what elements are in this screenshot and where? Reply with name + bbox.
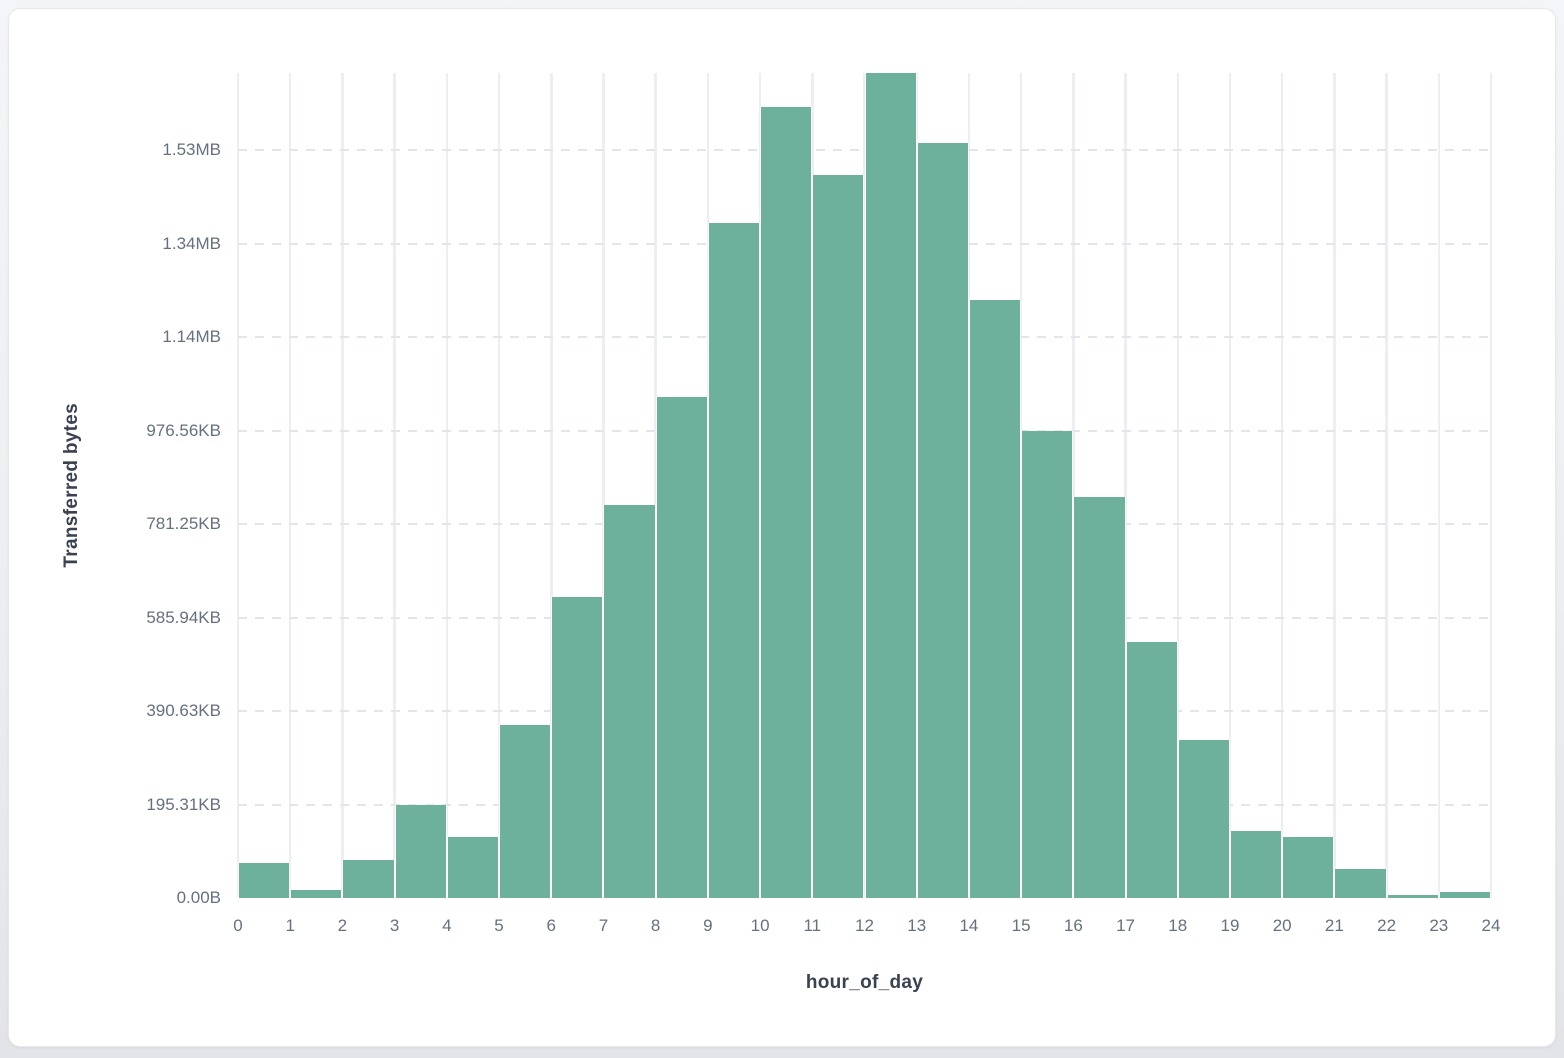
x-tick-label: 12	[855, 916, 874, 935]
x-tick-label: 14	[959, 916, 979, 935]
x-tick-label: 4	[442, 916, 452, 935]
histogram-bar[interactable]	[916, 142, 969, 898]
x-tick-label: 18	[1168, 916, 1188, 935]
y-tick-label: 1.53MB	[162, 140, 221, 160]
x-gridline	[602, 73, 605, 898]
histogram-bar[interactable]	[499, 724, 552, 898]
histogram-bar[interactable]	[603, 504, 656, 898]
x-tick-label: 11	[803, 916, 822, 935]
y-axis-title: Transferred bytes	[61, 403, 82, 568]
histogram-bar[interactable]	[1021, 430, 1074, 898]
x-gridline	[497, 73, 501, 898]
x-tick-label: 19	[1220, 916, 1240, 935]
x-tick-label: 20	[1272, 916, 1292, 935]
x-gridline	[1489, 73, 1493, 898]
x-tick-label: 0	[233, 916, 243, 935]
x-gridline	[341, 73, 344, 898]
x-tick-label: 2	[337, 916, 348, 935]
x-gridline	[1437, 73, 1441, 898]
histogram-bar[interactable]	[238, 862, 291, 898]
x-gridline	[1333, 73, 1336, 898]
x-gridline	[236, 73, 240, 898]
histogram-bar[interactable]	[551, 596, 604, 898]
histogram-bar[interactable]	[290, 889, 343, 898]
y-tick-label: 195.31KB	[146, 794, 221, 814]
x-tick-label: 7	[598, 916, 609, 935]
histogram-bar[interactable]	[1125, 641, 1178, 898]
y-tick-label: 390.63KB	[146, 701, 221, 721]
x-gridline	[1124, 73, 1127, 898]
x-gridline	[550, 73, 553, 898]
x-tick-label: 5	[494, 916, 504, 935]
histogram-bar[interactable]	[394, 804, 447, 898]
x-gridline	[1072, 73, 1075, 898]
histogram-bar[interactable]	[1229, 830, 1283, 898]
x-axis-title: hour_of_day	[805, 972, 924, 993]
x-tick-label: 21	[1324, 916, 1344, 935]
x-tick-label: 13	[907, 916, 927, 935]
histogram-bar[interactable]	[1386, 894, 1439, 898]
histogram-bar[interactable]	[342, 859, 395, 898]
histogram-bar[interactable]	[864, 73, 917, 898]
histogram-bar[interactable]	[707, 223, 761, 898]
histogram-bar[interactable]	[1177, 740, 1230, 898]
x-gridline	[1176, 73, 1179, 898]
x-tick-label: 22	[1377, 916, 1397, 935]
histogram-bar[interactable]	[446, 837, 500, 898]
x-tick-label: 23	[1429, 916, 1449, 935]
x-tick-label: 3	[389, 916, 400, 935]
y-tick-label: 976.56KB	[146, 420, 221, 440]
x-gridline	[1228, 73, 1232, 898]
x-gridline	[288, 73, 292, 898]
x-gridline	[1280, 73, 1284, 898]
plot-area: 0 1 2 3 4 5 6 7 8 9 10 11 12 13 14 15 16 17 18 19 20 21 22 23 24…	[146, 73, 1500, 935]
x-gridline	[1385, 73, 1388, 898]
y-tick-label: 1.14MB	[162, 327, 221, 347]
y-axis-title-wrap: Transferred bytes	[59, 73, 85, 898]
x-tick-label: 10	[750, 916, 770, 935]
histogram-bar[interactable]	[760, 107, 813, 898]
y-tick-label: 781.25KB	[146, 514, 221, 534]
histogram-bar[interactable]	[655, 396, 708, 898]
histogram-bar[interactable]	[968, 299, 1022, 898]
histogram-bar[interactable]	[1282, 837, 1335, 898]
x-gridline	[445, 73, 449, 898]
x-tick-label: 15	[1011, 916, 1031, 935]
histogram-bar[interactable]	[1438, 891, 1491, 898]
histogram-bar[interactable]	[1073, 496, 1126, 898]
y-tick-label: 585.94KB	[146, 607, 221, 627]
x-tick-label: 24	[1481, 916, 1501, 935]
x-tick-label: 16	[1063, 916, 1083, 935]
y-tick-label: 1.34MB	[162, 233, 221, 253]
histogram-bar[interactable]	[812, 175, 865, 898]
x-tick-label: 1	[285, 916, 295, 935]
x-tick-label: 8	[650, 916, 661, 935]
chart-card: Transferred bytes 0 1 2 3 4 5 6 7 8 9 10 11 12 13 14 15…	[8, 8, 1556, 1047]
x-tick-label: 6	[546, 916, 556, 935]
x-gridline	[393, 73, 396, 898]
histogram-bar[interactable]	[1334, 869, 1387, 898]
x-tick-label: 9	[703, 916, 713, 935]
y-tick-label: 0.00B	[176, 888, 221, 907]
x-tick-label: 17	[1116, 916, 1135, 935]
